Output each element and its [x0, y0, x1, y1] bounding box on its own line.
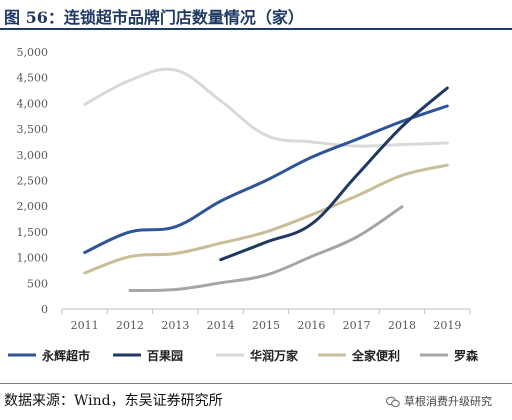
legend: 永辉超市 百果园 华润万家 全家便利 罗森 — [8, 348, 479, 363]
y-tick-label: 4,000 — [17, 97, 49, 110]
footer-divider — [0, 383, 512, 384]
watermark-text: 草根消费升级研究 — [404, 395, 492, 408]
series-line — [83, 67, 449, 148]
y-tick-label: 1,500 — [17, 226, 49, 239]
y-tick-label: 2,000 — [17, 200, 49, 213]
legend-label: 罗森 — [454, 348, 479, 363]
figure-title-bar: 图 56：连锁超市品牌门店数量情况（家） — [0, 0, 512, 30]
y-tick-label: 500 — [27, 277, 48, 290]
x-tick-label: 2016 — [297, 319, 325, 332]
wechat-icon — [386, 396, 400, 408]
x-tick-label: 2017 — [343, 319, 371, 332]
series-line — [83, 104, 449, 254]
line-chart: 0 500 1,000 1,500 2,000 2,500 3,000 3,500 4,000 4… — [8, 46, 479, 363]
x-tick-label: 2018 — [388, 319, 416, 332]
x-tick-label: 2011 — [71, 319, 99, 332]
watermark: 草根消费升级研究 — [386, 393, 492, 409]
y-tick-label: 1,000 — [17, 252, 49, 265]
y-tick-label: 3,000 — [17, 149, 49, 162]
series-line — [83, 163, 449, 275]
x-tick-label: 2015 — [252, 319, 280, 332]
x-axis: 2011 2012 2013 2014 2015 2016 2017 2018 2019 — [61, 308, 471, 332]
source-note: 数据来源：Wind，东吴证券研究所 — [4, 393, 223, 409]
legend-label: 全家便利 — [351, 348, 400, 363]
series-lines — [83, 67, 449, 292]
x-tick-label: 2019 — [433, 319, 461, 332]
x-tick-label: 2013 — [161, 319, 189, 332]
y-tick-label: 3,500 — [17, 123, 49, 136]
legend-label: 华润万家 — [250, 348, 299, 363]
y-tick-label: 5,000 — [17, 46, 49, 59]
figure-title: 图 56：连锁超市品牌门店数量情况（家） — [4, 8, 304, 27]
legend-label: 永辉超市 — [41, 348, 90, 363]
y-tick-label: 0 — [41, 303, 48, 316]
y-tick-label: 2,500 — [17, 175, 49, 188]
legend-label: 百果园 — [147, 349, 183, 363]
y-tick-label: 4,500 — [17, 72, 49, 85]
series-line — [219, 86, 449, 262]
x-tick-label: 2012 — [116, 319, 144, 332]
y-axis: 0 500 1,000 1,500 2,000 2,500 3,000 3,500 4,000 4… — [17, 46, 49, 316]
x-tick-label: 2014 — [207, 319, 235, 332]
series-line — [128, 205, 404, 292]
